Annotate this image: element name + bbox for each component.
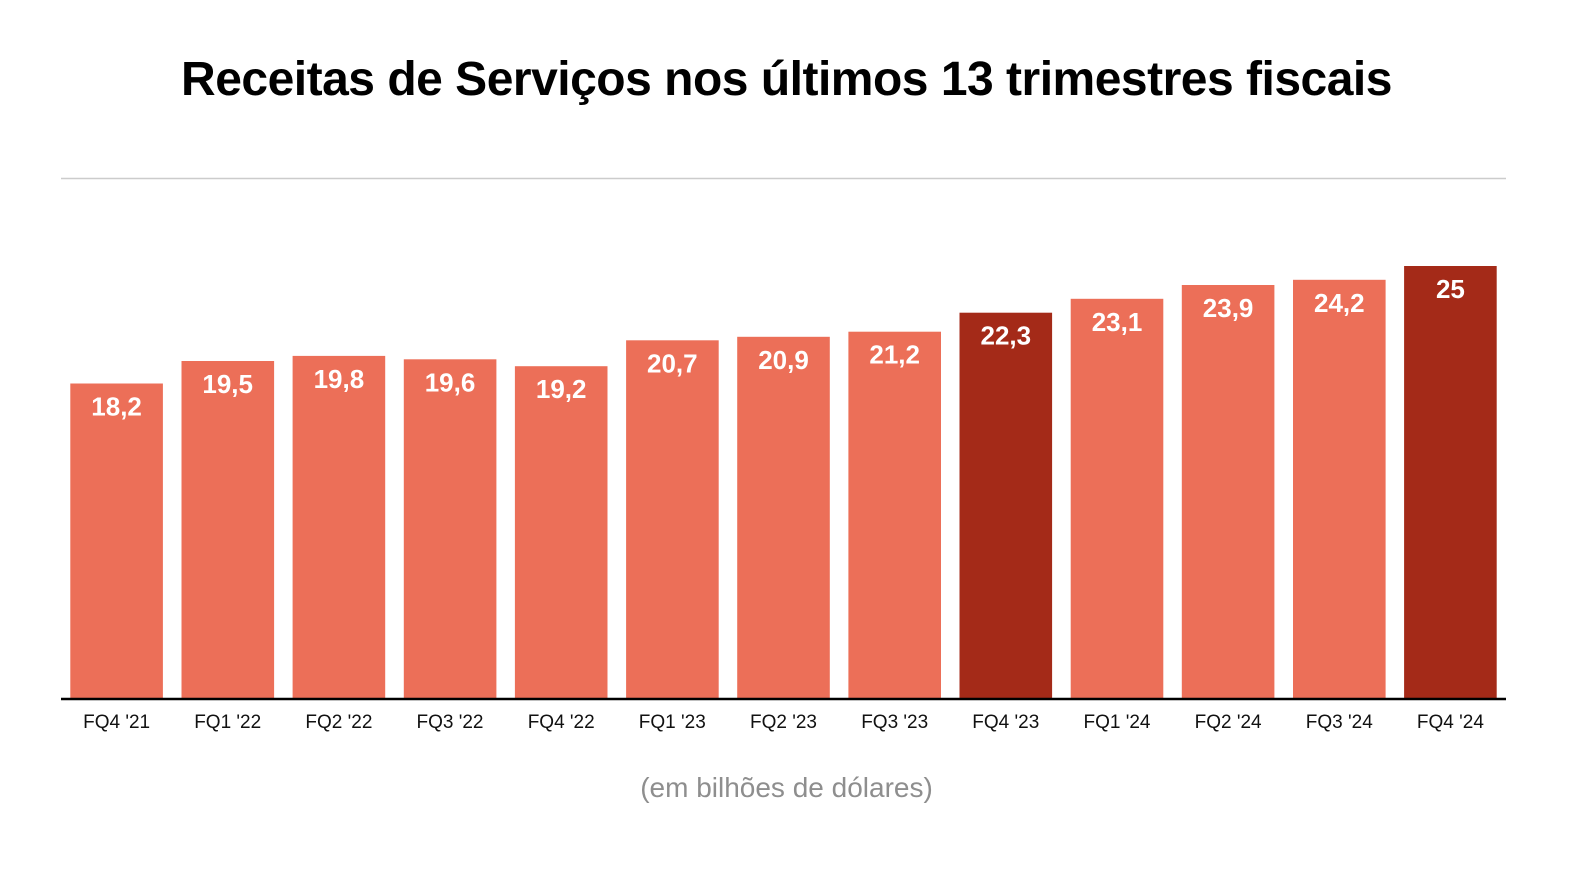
bar-value-label-1: 19,5 xyxy=(202,369,253,399)
x-tick-label-0: FQ4 '21 xyxy=(83,712,150,733)
bar-6 xyxy=(737,336,830,698)
x-tick-label-4: FQ4 '22 xyxy=(528,712,595,733)
bar-5 xyxy=(626,340,719,698)
value-labels-group: 18,2 19,5 19,8 19,6 19,2 20,7 20,9 21,2 22,3 23,1… xyxy=(91,274,1465,422)
x-tick-label-5: FQ1 '23 xyxy=(639,712,706,733)
x-tick-label-8: FQ4 '23 xyxy=(972,712,1039,733)
chart-footnote: (em bilhões de dólares) xyxy=(640,772,933,803)
bar-value-label-12: 25 xyxy=(1436,274,1465,304)
bar-7 xyxy=(848,331,941,698)
bar-value-label-2: 19,8 xyxy=(314,364,365,394)
bar-2 xyxy=(292,355,386,698)
x-tick-label-3: FQ3 '22 xyxy=(417,712,484,733)
bar-value-label-11: 24,2 xyxy=(1314,288,1365,318)
chart-title: Receitas de Serviços nos últimos 13 trim… xyxy=(181,53,1392,106)
x-tick-label-1: FQ1 '22 xyxy=(194,712,261,733)
bar-12 xyxy=(1404,266,1497,698)
bar-value-label-3: 19,6 xyxy=(425,367,476,397)
bars-group xyxy=(70,266,1497,698)
bar-8 xyxy=(959,312,1053,698)
bar-value-label-6: 20,9 xyxy=(758,345,809,375)
bar-11 xyxy=(1293,279,1386,698)
bar-value-label-9: 23,1 xyxy=(1092,307,1143,337)
bar-value-label-10: 23,9 xyxy=(1203,293,1254,323)
bar-value-label-4: 19,2 xyxy=(536,374,587,404)
x-tick-label-12: FQ4 '24 xyxy=(1417,712,1484,733)
bar-value-label-0: 18,2 xyxy=(91,392,142,422)
bar-4 xyxy=(514,366,608,698)
bar-value-label-7: 21,2 xyxy=(869,340,920,370)
x-tick-label-6: FQ2 '23 xyxy=(750,712,817,733)
x-tick-labels-group: FQ4 '21 FQ1 '22 FQ2 '22 FQ3 '22 FQ4 '22 FQ1 '… xyxy=(83,712,1484,733)
bar-1 xyxy=(181,361,275,698)
x-tick-label-10: FQ2 '24 xyxy=(1195,712,1262,733)
bar-3 xyxy=(403,359,497,698)
x-tick-label-11: FQ3 '24 xyxy=(1306,712,1373,733)
x-tick-label-9: FQ1 '24 xyxy=(1084,712,1151,733)
bar-0 xyxy=(70,383,163,698)
x-tick-label-7: FQ3 '23 xyxy=(861,712,928,733)
bar-9 xyxy=(1070,298,1164,698)
bar-value-label-5: 20,7 xyxy=(647,348,698,378)
x-tick-label-2: FQ2 '22 xyxy=(305,712,372,733)
bar-10 xyxy=(1181,285,1275,698)
bar-value-label-8: 22,3 xyxy=(980,321,1031,351)
